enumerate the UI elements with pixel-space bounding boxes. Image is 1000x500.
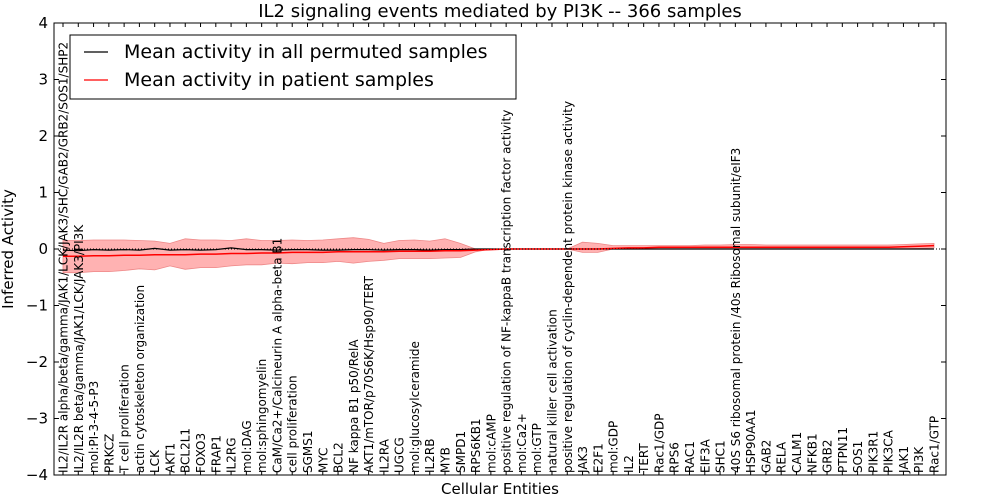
- x-tick-label: GRB2: [821, 439, 835, 473]
- x-tick-label: HSP90AA1: [744, 409, 758, 473]
- y-tick-label: −3: [26, 410, 48, 428]
- x-tick-label: FRAP1: [209, 435, 223, 473]
- legend-label: Mean activity in patient samples: [124, 69, 434, 91]
- x-tick-label: T cell proliferation: [118, 364, 132, 474]
- x-tick-label: TERT: [637, 443, 651, 474]
- chart-title: IL2 signaling events mediated by PI3K --…: [258, 1, 742, 22]
- x-tick-label: RPS6KB1: [469, 418, 483, 473]
- x-tick-label: IL2RA: [377, 438, 391, 473]
- legend-label: Mean activity in all permuted samples: [124, 41, 487, 63]
- x-tick-label: SMPD1: [454, 431, 468, 473]
- x-tick-label: LCK: [148, 449, 162, 473]
- x-tick-label: EIF3A: [698, 438, 712, 473]
- x-tick-label: GAB2: [759, 440, 773, 473]
- x-tick-label: 40S S6 ribosomal protein /40s Ribosomal …: [729, 148, 743, 473]
- x-tick-label: positive regulation of cyclin-dependent …: [561, 101, 575, 473]
- x-tick-label: NFKB1: [805, 433, 819, 473]
- y-tick-label: 4: [38, 14, 48, 32]
- x-tick-label: BCL2L1: [179, 428, 193, 473]
- x-tick-label: PIK3CA: [882, 429, 896, 473]
- x-tick-label: JAK3: [576, 446, 590, 474]
- y-tick-label: −2: [26, 353, 48, 371]
- x-tick-label: FOXO3: [194, 433, 208, 473]
- x-tick-label: natural killer cell activation: [546, 309, 560, 473]
- x-tick-label: IL2RG: [225, 438, 239, 474]
- x-tick-label: PRKCZ: [102, 434, 116, 473]
- x-tick-label: RAC1: [683, 441, 697, 473]
- x-tick-label: mol:GTP: [530, 423, 544, 473]
- activity-band: [62, 237, 935, 274]
- x-axis-label: Cellular Entities: [441, 480, 559, 498]
- x-tick-label: MYC: [316, 448, 330, 473]
- x-tick-label: mol:cAMP: [484, 414, 498, 473]
- x-tick-label: MYB: [439, 447, 453, 473]
- x-tick-label: NF kappa B1 p50/RelA: [347, 339, 361, 473]
- x-tick-label: CaM/Ca2+/Calcineurin A alpha-beta B1: [270, 238, 284, 473]
- x-tick-label: mol:sphingomyelin: [255, 359, 269, 473]
- x-tick-label: JAK1: [897, 446, 911, 474]
- x-tick-label: mol:glucosylceramide: [408, 341, 422, 473]
- x-tick-label: CALM1: [790, 432, 804, 473]
- x-tick-label: AKT1/mTOR/p70S6K/Hsp90/TERT: [362, 275, 376, 473]
- x-tick-label: UGCG: [393, 437, 407, 473]
- x-tick-label: SOS1: [851, 441, 865, 473]
- x-tick-label: BCL2: [332, 442, 346, 473]
- y-tick-label: 3: [38, 71, 48, 89]
- x-tick-label: actin cytoskeleton organization: [133, 285, 147, 473]
- x-tick-label: Rac1/GDP: [652, 414, 666, 473]
- y-tick-label: −4: [26, 466, 48, 484]
- x-tick-label: E2F1: [591, 443, 605, 473]
- activity-band-layer: [62, 237, 935, 274]
- x-tick-label: mol:Ca2+: [515, 413, 529, 473]
- x-tick-label: PTPN11: [836, 427, 850, 473]
- x-tick-label: Rac1/GTP: [928, 416, 942, 473]
- x-tick-label: IL2/IL2R beta/gamma/JAK1/LCK/JAK3/PI3K: [72, 224, 86, 473]
- x-tick-label: IL2: [622, 455, 636, 473]
- x-tick-label: IL2RB: [423, 439, 437, 473]
- x-axis: IL2/IL2R alpha/beta/gamma/JAK1/LCK/JAK3/…: [57, 23, 942, 475]
- y-tick-label: 0: [38, 240, 48, 258]
- x-tick-label: AKT1: [164, 443, 178, 473]
- x-tick-label: PI3K: [912, 446, 926, 473]
- x-tick-label: RPS6: [668, 442, 682, 473]
- x-tick-label: SHC1: [714, 440, 728, 473]
- x-tick-label: mol:DAG: [240, 420, 254, 473]
- x-tick-label: SGMS1: [301, 430, 315, 473]
- x-tick-label: mol:PI-3-4-5-P3: [87, 381, 101, 473]
- y-tick-label: −1: [26, 297, 48, 315]
- x-tick-label: cell proliferation: [286, 375, 300, 473]
- x-tick-label: RELA: [775, 441, 789, 473]
- y-axis: −4 −3 −2 −1 0 1 2 3 4: [26, 14, 946, 484]
- legend-box: [69, 34, 517, 100]
- x-tick-label: PIK3R1: [866, 431, 880, 473]
- x-tick-label: IL2/IL2R alpha/beta/gamma/JAK1/LCK/JAK3/…: [57, 42, 71, 473]
- legend: Mean activity in all permuted samples Mea…: [69, 34, 517, 100]
- y-axis-label: Inferred Activity: [0, 189, 17, 309]
- y-tick-label: 2: [38, 127, 48, 145]
- y-tick-label: 1: [38, 184, 48, 202]
- x-tick-label: positive regulation of NF-kappaB transcr…: [500, 110, 514, 473]
- x-tick-label: mol:GDP: [607, 421, 621, 473]
